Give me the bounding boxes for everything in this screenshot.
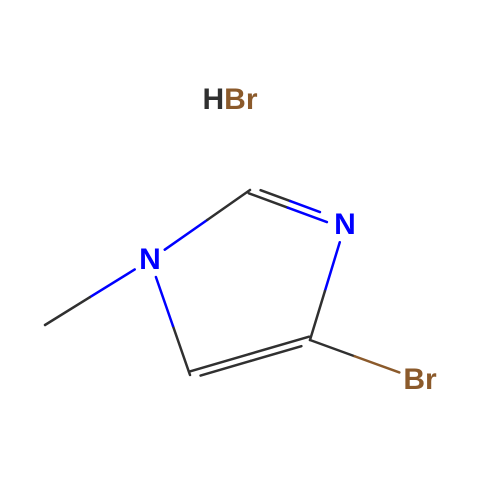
molecule-canvas: N N Br HBr bbox=[0, 0, 500, 500]
atom-label-n3: N bbox=[334, 208, 356, 242]
atom-label-br: Br bbox=[403, 363, 436, 397]
bond-layer bbox=[0, 0, 500, 500]
atom-label-n1: N bbox=[139, 243, 161, 277]
atom-label-hbr: HBr bbox=[202, 83, 257, 117]
